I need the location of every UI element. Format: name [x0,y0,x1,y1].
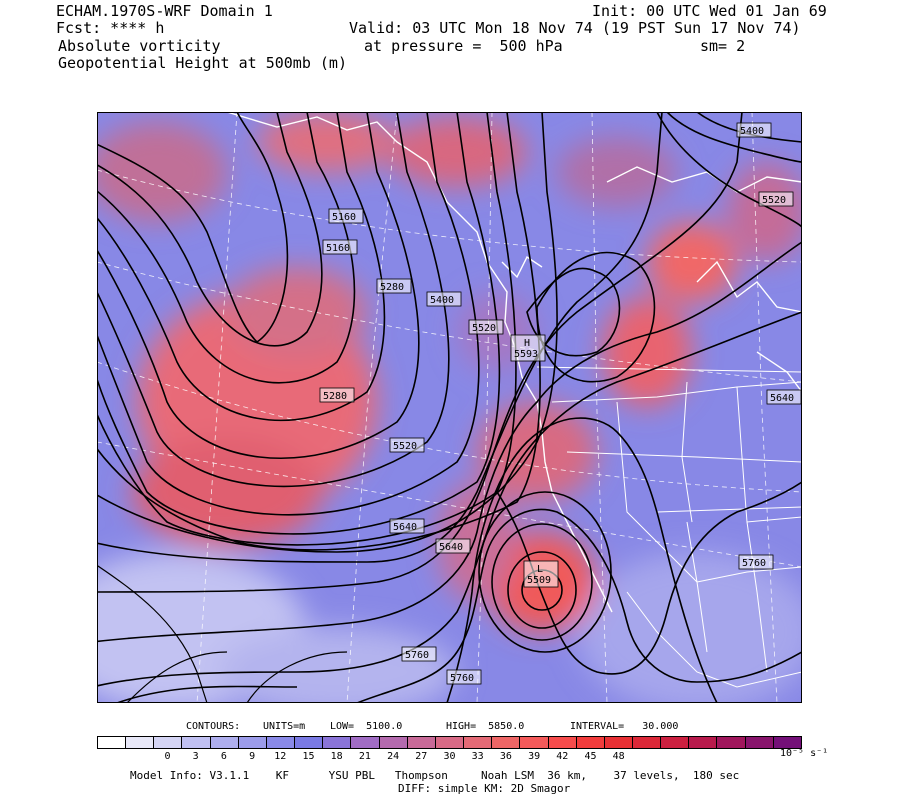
contour-label: 5640 [436,539,470,553]
color-bar-swatch [633,737,661,748]
color-bar-swatch [520,737,548,748]
map-canvas: 5160 5160 5280 5400 5520 5280 5520 5640 5640 5760… [97,112,802,703]
pressure-level: at pressure = 500 hPa [364,38,563,55]
color-bar-tick-label: 45 [584,751,596,762]
contour-high: HIGH= 5850.0 [446,721,524,732]
color-bar-tick-label: 18 [331,751,343,762]
svg-text:5520: 5520 [393,441,417,452]
color-bar-tick-label: 33 [472,751,484,762]
contour-label: 5640 [767,390,801,404]
color-bar-swatch [126,737,154,748]
color-bar-swatch [182,737,210,748]
color-bar-swatch [436,737,464,748]
color-bar-tick-label: 6 [221,751,227,762]
color-bar-swatch [689,737,717,748]
color-bar-tick-labels: 0 3 6 9 12 15 18 21 24 27 30 33 36 39 42 45 48 [97,751,802,763]
svg-text:5160: 5160 [326,243,350,254]
contour-label: 5760 [402,647,436,661]
model-info: Model Info: V3.1.1 KF YSU PBL Thompson N… [130,769,739,782]
color-bar-swatch [380,737,408,748]
color-bar-swatch [295,737,323,748]
color-bar [97,736,802,749]
contour-label: 5400 [737,123,771,137]
contour-label: 5160 [329,209,363,223]
color-bar-swatch [351,737,379,748]
contour-interval: INTERVAL= 30.000 [570,721,678,732]
color-bar-swatch [267,737,295,748]
contour-label: 5520 [390,438,424,452]
contour-label: 5280 [377,279,411,293]
svg-text:5520: 5520 [762,195,786,206]
map-panel: 5160 5160 5280 5400 5520 5280 5520 5640 5640 5760… [97,112,802,703]
svg-text:5760: 5760 [742,558,766,569]
color-bar-tick-label: 0 [164,751,170,762]
low-value: 5509 [527,575,551,586]
color-bar-tick-label: 12 [274,751,286,762]
svg-text:5400: 5400 [740,126,764,137]
color-bar-tick-label: 3 [193,751,199,762]
svg-text:5280: 5280 [323,391,347,402]
valid-time: Valid: 03 UTC Mon 18 Nov 74 (19 PST Sun … [349,20,801,37]
color-bar-tick-label: 39 [528,751,540,762]
color-bar-tick-label: 42 [556,751,568,762]
color-bar-swatch [577,737,605,748]
color-bar-swatch [774,737,801,748]
color-bar-tick-label: 24 [387,751,399,762]
color-bar-unit: 10⁻⁵ s⁻¹ [780,748,828,759]
color-bar-swatch [464,737,492,748]
svg-text:5400: 5400 [430,295,454,306]
color-bar-tick-label: 21 [359,751,371,762]
contour-label: 5400 [427,292,461,306]
smoothing-value: sm= 2 [700,38,745,55]
color-bar-tick-label: 48 [613,751,625,762]
color-bar-swatch [549,737,577,748]
svg-text:5160: 5160 [332,212,356,223]
svg-text:5640: 5640 [393,522,417,533]
color-bar-swatch [408,737,436,748]
model-title: ECHAM.1970S-WRF Domain 1 [56,3,273,20]
forecast-hour: Fcst: **** h [56,20,164,37]
color-bar-tick-label: 9 [249,751,255,762]
color-bar-swatch [98,737,126,748]
svg-text:5640: 5640 [439,542,463,553]
color-bar-swatch [492,737,520,748]
svg-text:5760: 5760 [450,673,474,684]
color-bar-swatch [661,737,689,748]
svg-text:5760: 5760 [405,650,429,661]
high-value: 5593 [514,349,538,360]
color-bar-swatch [323,737,351,748]
color-bar-tick-label: 36 [500,751,512,762]
color-bar-swatch [239,737,267,748]
contour-label: 5520 [759,192,793,206]
color-bar-swatch [154,737,182,748]
contour-label: 5760 [447,670,481,684]
field-name-vorticity: Absolute vorticity [58,38,221,55]
contour-label: 5640 [390,519,424,533]
color-bar-swatch [605,737,633,748]
contour-label: 5280 [320,388,354,402]
svg-text:5280: 5280 [380,282,404,293]
contour-label: 5520 [469,320,503,334]
color-bar-swatch [211,737,239,748]
contour-info-label: CONTOURS: [186,721,240,732]
contour-units: UNITS=m [263,721,305,732]
contour-label: 5160 [323,240,357,254]
svg-text:5520: 5520 [472,323,496,334]
contour-low: LOW= 5100.0 [330,721,402,732]
color-bar-tick-label: 30 [443,751,455,762]
color-bar-tick-label: 27 [415,751,427,762]
high-symbol: H [524,338,530,349]
svg-text:5640: 5640 [770,393,794,404]
init-time: Init: 00 UTC Wed 01 Jan 69 [592,3,827,20]
diffusion-info: DIFF: simple KM: 2D Smagor [398,782,570,795]
color-bar-swatch [746,737,774,748]
field-name-height: Geopotential Height at 500mb (m) [58,55,347,72]
color-bar-tick-label: 15 [302,751,314,762]
contour-label: 5760 [739,555,773,569]
color-bar-swatch [717,737,745,748]
low-symbol: L [537,564,543,575]
